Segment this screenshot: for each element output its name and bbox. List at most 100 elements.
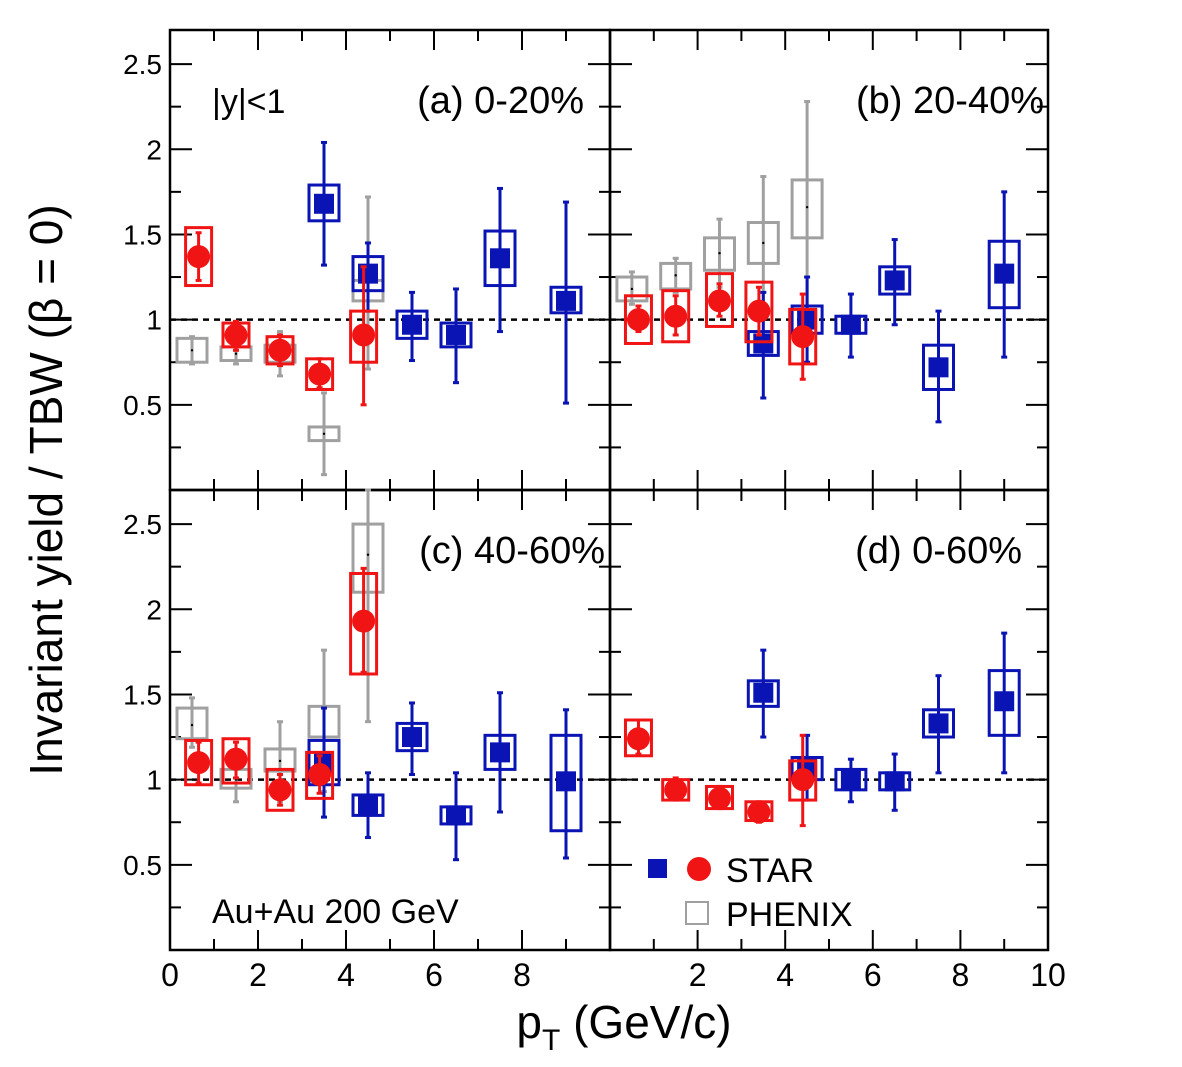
systematic-box [788, 307, 818, 366]
panel-b-title: (b) 20-40% [856, 80, 1044, 122]
systematic-box [788, 759, 818, 802]
filled-circle-marker [791, 325, 815, 349]
systematic-box [263, 747, 297, 773]
filled-circle-point [349, 265, 379, 407]
filled-square-point [307, 140, 341, 267]
filled-circle-point [623, 718, 653, 758]
legend: STAR PHENIX [648, 852, 853, 934]
filled-square-marker [753, 333, 774, 354]
filled-circle-marker [626, 308, 650, 332]
filled-square-marker [994, 263, 1015, 284]
filled-circle-point [305, 750, 335, 800]
panels: 0.5 1 1.5 2 2.5 (a) 0-20% (b) 20-40% 0.5 1 1.5 2 2.… [123, 28, 1066, 993]
systematic-box [987, 669, 1021, 737]
systematic-box [703, 236, 736, 272]
filled-square-point [549, 708, 583, 860]
systematic-box [549, 733, 583, 833]
systematic-box [349, 309, 379, 364]
filled-square-point [746, 648, 780, 739]
panel-a-title: (a) 0-20% [417, 80, 584, 122]
filled-circle-marker [664, 304, 688, 328]
filled-square-marker [358, 795, 378, 816]
open-square-center-dot [762, 241, 765, 245]
y-tick-label: 1 [146, 305, 162, 336]
x-tick-label: 8 [513, 957, 531, 993]
x-axis-label: pT (GeV/c) [516, 996, 731, 1057]
open-square-center-dot [190, 723, 194, 727]
panel-b: (b) 20-40% [608, 28, 1050, 492]
x-tick-label: 6 [864, 957, 882, 993]
filled-circle-point [623, 294, 653, 345]
rapidity-label: |y|<1 [212, 83, 285, 121]
filled-circle-marker [224, 323, 248, 347]
filled-circle-marker [224, 747, 248, 771]
systematic-box [661, 289, 691, 344]
filled-circle-marker [626, 727, 650, 751]
filled-circle-point [705, 784, 734, 811]
systematic-box [623, 718, 653, 758]
systematic-box [395, 309, 429, 340]
filled-circle-point [744, 800, 774, 824]
filled-circle-point [184, 738, 214, 787]
filled-circle-marker [308, 763, 332, 787]
systematic-box [349, 571, 379, 676]
systematic-box [615, 275, 649, 303]
filled-circle-marker [747, 800, 771, 824]
panel-c-title: (c) 40-60% [419, 530, 605, 572]
filled-square-marker [402, 727, 422, 748]
open-square-center-dot [278, 759, 282, 763]
systematic-box [221, 321, 251, 349]
legend-star-square-marker [648, 859, 667, 878]
filled-circle-marker [708, 786, 731, 810]
systematic-box [659, 261, 693, 291]
legend-star-circle-marker [687, 857, 711, 881]
filled-square-point [790, 275, 824, 364]
open-square-center-dot [322, 432, 326, 435]
systematic-box [351, 793, 385, 817]
filled-square-point [395, 701, 429, 777]
filled-square-marker [446, 805, 466, 826]
open-square-center-dot [234, 352, 238, 355]
y-tick-label: 2.5 [123, 509, 162, 540]
filled-square-marker [884, 771, 905, 792]
filled-square-marker [490, 248, 510, 269]
systematic-box [221, 737, 251, 785]
filled-circle-marker [708, 289, 731, 313]
filled-square-point [483, 186, 517, 334]
legend-phenix-label: PHENIX [726, 896, 853, 934]
filled-circle-marker [187, 245, 211, 269]
systematic-box [746, 330, 780, 357]
systematic-box [175, 336, 209, 364]
filled-square-point [878, 752, 912, 812]
systematic-box [307, 425, 341, 443]
filled-square-marker [928, 713, 949, 734]
filled-square-marker [994, 691, 1015, 712]
y-axis-label: Invariant yield / TBW (β = 0) [20, 204, 72, 775]
x-tick-label: 2 [689, 957, 707, 993]
systematic-box [184, 738, 214, 787]
filled-square-marker [840, 314, 861, 335]
filled-circle-point [744, 280, 774, 344]
systematic-box [439, 321, 473, 349]
x-tick-label: 0 [161, 957, 179, 993]
system-label: Au+Au 200 GeV [212, 893, 459, 931]
systematic-box [705, 272, 734, 328]
filled-square-marker [446, 324, 466, 345]
filled-circle-marker [268, 778, 292, 802]
systematic-box [351, 522, 385, 594]
filled-square-point [987, 190, 1021, 359]
filled-square-point [439, 771, 473, 862]
filled-square-point [483, 691, 517, 814]
systematic-box [922, 708, 955, 739]
panel-c: 0.5 1 1.5 2 2.5 0 2 4 6 8 (c) 40-60% [123, 488, 612, 993]
filled-square-point [307, 706, 341, 819]
filled-square-marker [884, 270, 905, 291]
y-tick-label: 1.5 [123, 219, 162, 250]
filled-circle-marker [352, 323, 376, 347]
open-square-center-dot [630, 287, 634, 291]
systematic-box [483, 229, 517, 288]
x-tick-label: 2 [249, 957, 267, 993]
open-square-point [351, 488, 385, 724]
filled-circle-point [184, 226, 214, 288]
